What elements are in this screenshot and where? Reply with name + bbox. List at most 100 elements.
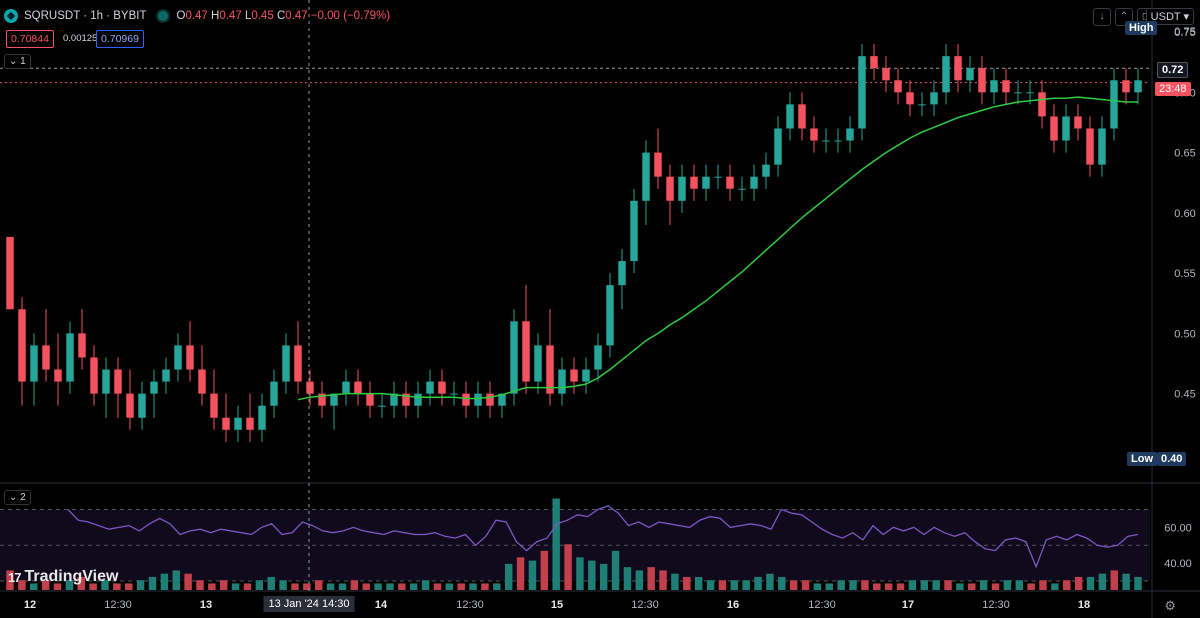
candle-body	[654, 152, 662, 177]
candle-body	[18, 309, 26, 382]
volume-bar	[362, 583, 370, 590]
candle-body	[42, 345, 50, 370]
volume-bar	[1134, 576, 1142, 590]
currency-select[interactable]: USDT ▾	[1145, 8, 1194, 25]
pane-1-collapse-button[interactable]: ⌄ 1	[4, 54, 31, 69]
volume-bar	[398, 583, 406, 590]
candle-body	[402, 393, 410, 406]
x-tick-label: 17	[901, 599, 915, 611]
symbol-header: SQRUSDT · 1h · BYBIT O0.47 H0.47 L0.45 C…	[4, 9, 390, 23]
volume-bar	[683, 576, 691, 590]
volume-bar	[968, 583, 976, 590]
y-tick-label: 0.50	[1174, 328, 1195, 340]
volume-bar	[611, 550, 620, 590]
x-tick-label: 13	[199, 599, 213, 611]
candle-body	[150, 381, 158, 394]
candle-body	[546, 345, 554, 394]
rsi-band	[0, 509, 1150, 582]
volume-bar	[801, 580, 810, 590]
candle-body	[1014, 92, 1022, 94]
candle-body	[198, 369, 206, 394]
volume-bar	[932, 580, 940, 590]
symbol-title[interactable]: SQRUSDT · 1h · BYBIT	[24, 10, 147, 22]
volume-bar	[208, 583, 216, 590]
x-tick-label: 18	[1077, 599, 1091, 611]
volume-bar	[623, 567, 632, 590]
y-tick-label: 0.75	[1174, 27, 1195, 39]
volume-bar	[564, 544, 572, 590]
candle-body	[210, 393, 218, 418]
candle-body	[30, 345, 38, 382]
x-tick-label: 12:30	[808, 599, 836, 611]
volume-bar	[552, 498, 560, 590]
candle-body	[6, 236, 14, 310]
candle-body	[462, 393, 470, 406]
volume-bar	[160, 573, 169, 590]
candle-body	[438, 381, 446, 394]
volume-bar	[956, 583, 964, 590]
candle-body	[1098, 128, 1106, 165]
high-value: 0.75	[1174, 26, 1195, 38]
volume-bar	[742, 580, 750, 590]
candle-body	[810, 128, 818, 141]
volume-bar	[41, 580, 50, 590]
candle-body	[834, 140, 842, 142]
candle-body	[222, 417, 230, 430]
arrow-down-icon[interactable]: ↓	[1093, 8, 1111, 26]
candle-body	[690, 176, 698, 189]
pane-2-collapse-button[interactable]: ⌄ 2	[4, 490, 31, 505]
candle-body	[390, 393, 398, 406]
settings-gear-icon[interactable]: ⚙	[1164, 598, 1176, 613]
volume-bar	[421, 580, 430, 590]
candle-body	[270, 381, 278, 406]
volume-bar	[861, 580, 869, 590]
candle-body	[594, 345, 602, 370]
candle-body	[126, 393, 134, 418]
x-tick-label: 12	[23, 599, 37, 611]
volume-bar	[718, 580, 727, 590]
candle-body	[354, 381, 362, 394]
volume-bar	[172, 570, 180, 590]
volume-bar	[445, 583, 454, 590]
x-tick-label: 12:30	[982, 599, 1010, 611]
tradingview-logo[interactable]: 17 TradingView	[8, 568, 119, 585]
countdown-tag: 23:48	[1155, 82, 1191, 96]
candle-body	[246, 417, 254, 430]
volume-bar	[279, 580, 287, 590]
spread-value: 0.00125	[63, 33, 98, 44]
candle-body	[726, 176, 734, 189]
candle-body	[954, 56, 962, 81]
sell-price-button[interactable]: 0.70844	[6, 30, 54, 48]
candle-body	[162, 369, 170, 382]
moving-average-line	[297, 96, 1138, 401]
candle-body	[486, 393, 494, 406]
candle-body	[798, 104, 806, 129]
volume-bar	[386, 583, 394, 590]
volume-bar	[1015, 580, 1023, 590]
volume-bar	[481, 583, 489, 590]
volume-bar	[350, 580, 359, 590]
candle-body	[870, 56, 878, 69]
volume-bar	[255, 580, 264, 590]
market-status-icon	[156, 9, 171, 23]
volume-bar	[125, 583, 133, 590]
volume-bar	[231, 583, 240, 590]
candle-body	[510, 321, 518, 394]
crosshair-time-label: 13 Jan '24 14:30	[263, 596, 355, 612]
y-tick-label: 0.55	[1174, 268, 1195, 280]
volume-bar	[789, 580, 798, 590]
candle-body	[474, 393, 482, 406]
volume-bar	[89, 583, 97, 590]
candle-body	[714, 176, 722, 178]
volume-bar	[944, 580, 952, 590]
candle-body	[702, 176, 710, 189]
volume-bar	[433, 583, 442, 590]
volume-bar	[778, 576, 786, 590]
y-tick-label: 0.65	[1174, 148, 1195, 160]
volume-bar	[849, 580, 857, 590]
candle-body	[942, 56, 950, 93]
candle-body	[822, 140, 830, 142]
buy-price-button[interactable]: 0.70969	[96, 30, 144, 48]
